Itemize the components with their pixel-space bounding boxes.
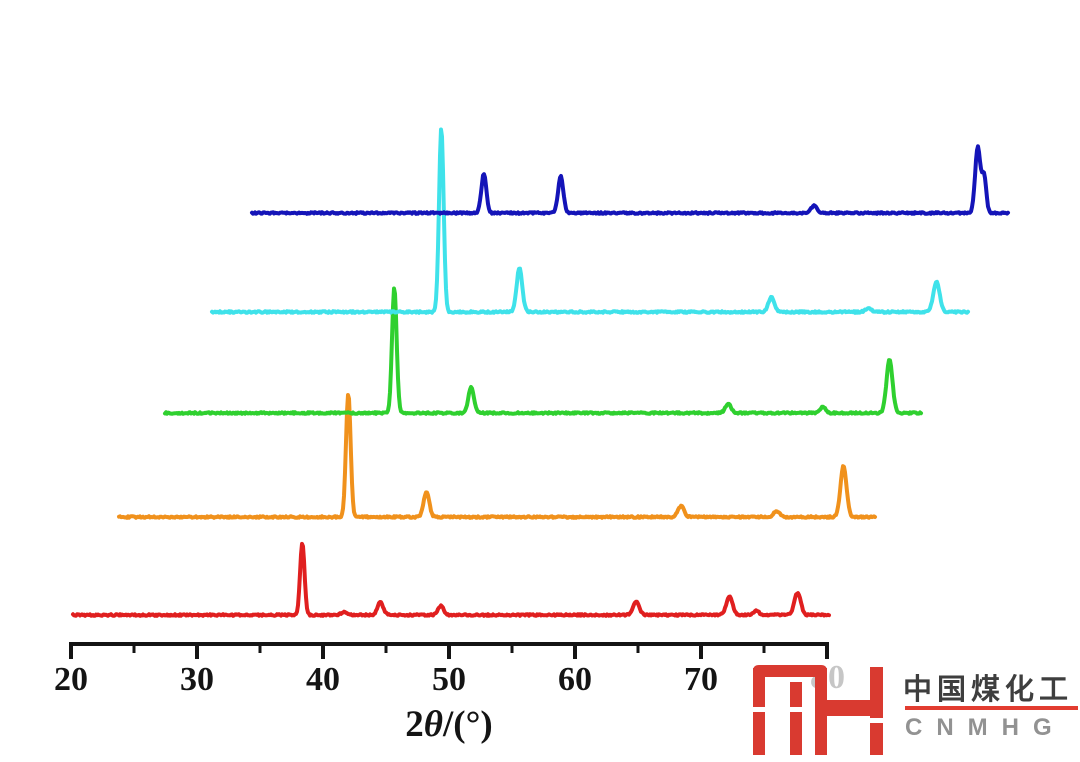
x-axis [69, 642, 829, 659]
x-tick-label-60: 60 [558, 661, 592, 698]
cnmhg-logo: 中国煤化工 CNMHG [740, 650, 1080, 762]
xrd-trace-pattern-2-orange [117, 393, 877, 520]
xrd-trace-pattern-4-cyan [210, 127, 970, 315]
x-tick-label-70: 70 [684, 661, 718, 698]
x-axis-title-prefix: 2 [405, 704, 424, 745]
xrd-trace-pattern-1-red [71, 541, 831, 618]
x-tick-label-40: 40 [306, 661, 340, 698]
x-tick-label-50: 50 [432, 661, 466, 698]
xrd-trace-pattern-5-blue [250, 144, 1010, 216]
logo-latin-text: CNMHG [905, 714, 1066, 741]
cnmhg-logo-mh-icon [751, 665, 885, 755]
logo-chinese-text: 中国煤化工 [903, 674, 1074, 706]
x-tick-label-30: 30 [180, 661, 214, 698]
x-axis-title-theta: θ [423, 704, 443, 745]
x-axis-title-suffix: /(°) [443, 704, 493, 745]
x-axis-title: 2θ/(°) [405, 703, 492, 746]
xrd-trace-pattern-3-green [163, 286, 923, 416]
logo-underline [905, 706, 1078, 710]
x-tick-label-20: 20 [54, 661, 88, 698]
